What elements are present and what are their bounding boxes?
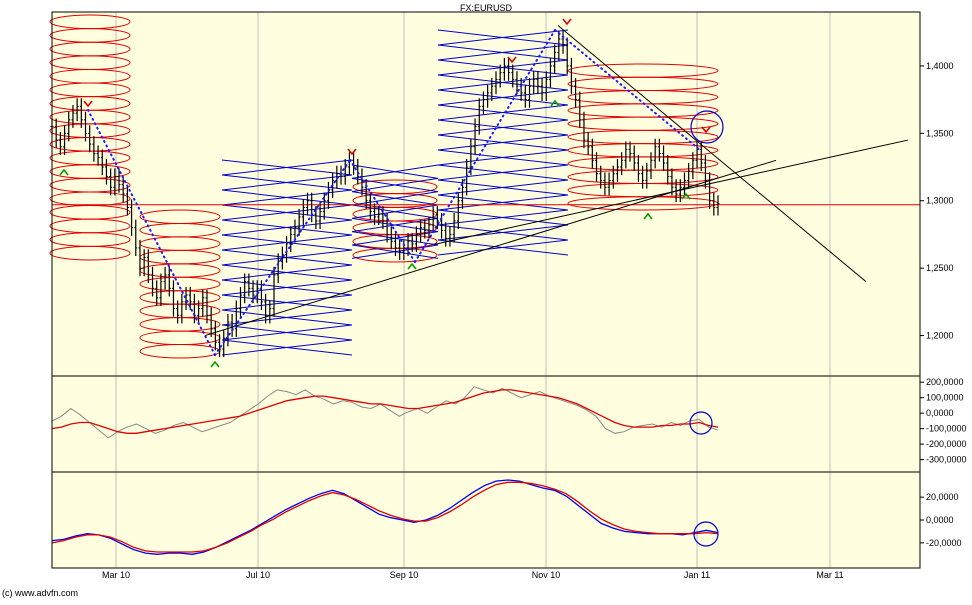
pattern-cross bbox=[221, 174, 353, 191]
dotted-downtrend bbox=[554, 29, 701, 151]
marker-up bbox=[550, 99, 560, 107]
pattern-cross bbox=[437, 164, 569, 181]
pattern-cross bbox=[437, 179, 569, 196]
trend-line-downtrend bbox=[557, 25, 867, 283]
highlight-circle bbox=[690, 110, 724, 144]
marker-down bbox=[701, 126, 711, 134]
marker-down bbox=[507, 56, 517, 64]
pattern-cross bbox=[221, 309, 353, 326]
marker-up bbox=[59, 168, 69, 176]
grid-layer bbox=[115, 12, 831, 568]
y-tick-label: 20,0000 bbox=[926, 492, 959, 502]
chart-title: FX:EURUSD bbox=[460, 3, 513, 13]
dotted-downtrend bbox=[349, 159, 416, 263]
pattern-cross bbox=[351, 217, 439, 233]
pattern-cross bbox=[437, 194, 569, 211]
oscillator-series-line bbox=[51, 389, 719, 434]
y-tick-label: 1,3500 bbox=[926, 128, 954, 138]
pattern-cross bbox=[351, 204, 439, 219]
pattern-cross bbox=[437, 59, 569, 76]
macd-layer bbox=[51, 479, 719, 555]
y-tick-label: -100,0000 bbox=[926, 424, 967, 434]
plot-frame bbox=[51, 11, 921, 569]
pattern-cross bbox=[437, 239, 569, 256]
pattern-cross bbox=[221, 324, 353, 341]
pattern-cross bbox=[437, 29, 569, 46]
y-tick-label: 1,2000 bbox=[926, 331, 954, 341]
y-tick-label: -20,0000 bbox=[926, 538, 962, 548]
trend-layer bbox=[87, 25, 909, 356]
pattern-cross bbox=[221, 279, 353, 296]
axis-layer: Mar 10 Jul 10 Sep 10 Nov 10 Jan 11 Mar 11 1,40… bbox=[51, 11, 967, 580]
pattern-cross bbox=[221, 339, 353, 356]
pattern-cross bbox=[437, 134, 569, 151]
pattern-cross bbox=[221, 159, 353, 176]
macd-series-line bbox=[51, 481, 719, 553]
pattern-cross bbox=[351, 164, 439, 179]
pattern-layer bbox=[49, 14, 920, 359]
pattern-cross bbox=[221, 264, 353, 281]
y-tick-label: 1,2500 bbox=[926, 263, 954, 273]
x-tick-label: Sep 10 bbox=[390, 570, 419, 580]
pattern-cross bbox=[437, 119, 569, 136]
x-tick-label: Jan 11 bbox=[684, 570, 710, 580]
highlight-circle bbox=[689, 411, 713, 435]
y-tick-label: 0,0000 bbox=[926, 515, 954, 525]
marker-down bbox=[562, 18, 572, 26]
pattern-cross bbox=[437, 224, 569, 241]
footer-credit: (c) www.advfn.com bbox=[2, 588, 78, 598]
x-tick-label: Jul 10 bbox=[246, 570, 270, 580]
x-tick-label: Mar 10 bbox=[102, 570, 130, 580]
dotted-downtrend bbox=[87, 109, 216, 356]
pattern-cross bbox=[437, 149, 569, 166]
marker-up bbox=[407, 262, 417, 270]
marker-down bbox=[83, 100, 93, 108]
trend-line-rising bbox=[434, 139, 909, 245]
y-tick-label: 100,0000 bbox=[926, 393, 964, 403]
marker-up bbox=[681, 192, 691, 200]
trend-line-upper-support bbox=[204, 159, 777, 337]
pattern-cross bbox=[437, 209, 569, 226]
marker-layer bbox=[59, 18, 724, 368]
oscillator-series-line bbox=[51, 386, 719, 439]
x-tick-label: Mar 11 bbox=[816, 570, 843, 580]
y-tick-label: 0,0000 bbox=[926, 408, 954, 418]
dotted-uptrend bbox=[414, 29, 556, 263]
y-tick-label: -300,0000 bbox=[926, 455, 967, 465]
pattern-ellipse bbox=[49, 245, 131, 261]
x-tick-label: Nov 10 bbox=[532, 570, 561, 580]
y-tick-label: -200,0000 bbox=[926, 439, 967, 449]
pattern-cross bbox=[437, 104, 569, 121]
marker-down bbox=[347, 148, 357, 156]
y-tick-label: 1,4000 bbox=[926, 61, 954, 71]
oscillator-layer bbox=[51, 386, 719, 439]
marker-up bbox=[643, 212, 653, 220]
pattern-cross bbox=[221, 189, 353, 206]
pattern-cross bbox=[221, 219, 353, 236]
pattern-cross bbox=[221, 204, 353, 221]
y-tick-label: 1,3000 bbox=[926, 196, 954, 206]
pattern-cross bbox=[437, 44, 569, 61]
dotted-uptrend bbox=[214, 159, 351, 356]
marker-up bbox=[210, 360, 220, 368]
y-tick-label: 200,0000 bbox=[926, 377, 964, 387]
price-layer bbox=[50, 30, 720, 358]
macd-series-line bbox=[51, 479, 719, 555]
highlight-circle bbox=[693, 521, 719, 547]
